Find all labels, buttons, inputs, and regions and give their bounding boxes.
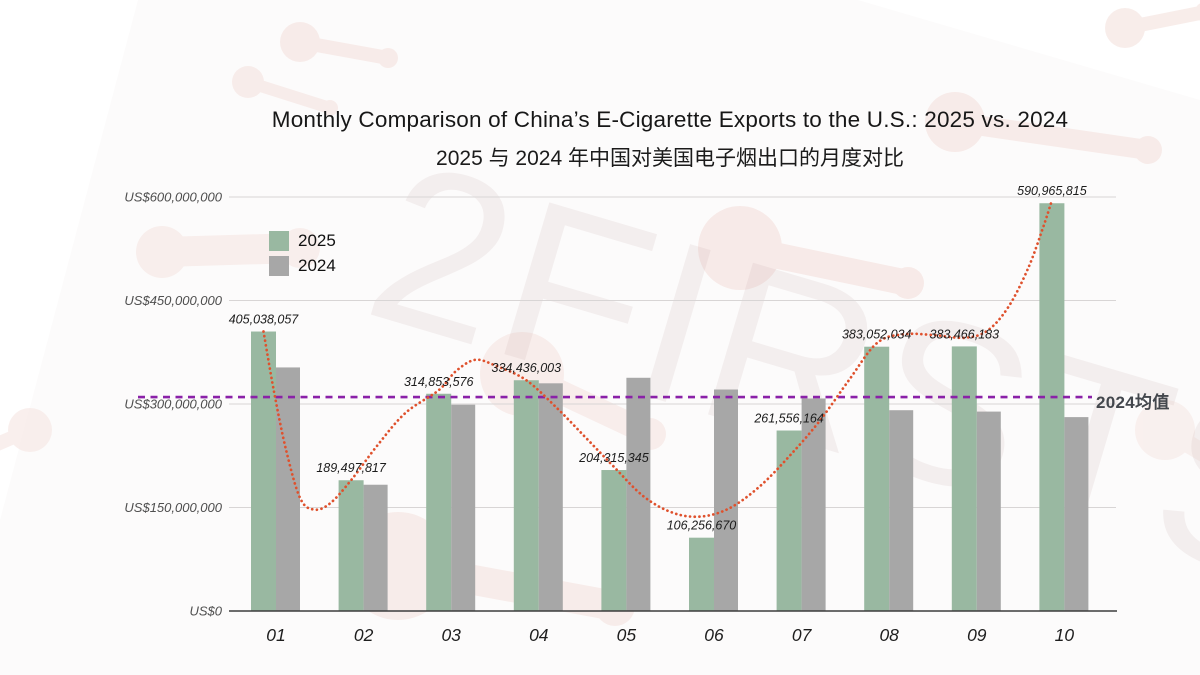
x-axis-month-label: 09 [967, 625, 987, 645]
bar-2024-02 [363, 484, 388, 611]
x-axis-month-label: 06 [704, 625, 724, 645]
x-axis-month-label: 01 [266, 625, 285, 645]
x-axis-month-label: 05 [617, 625, 637, 645]
legend-swatch-2025 [269, 231, 289, 251]
bar-value-label: 383,052,034 [842, 328, 912, 342]
bar-value-label: 204,315,345 [578, 451, 649, 465]
bar-value-label: 590,965,815 [1017, 184, 1087, 198]
bar-2024-07 [801, 398, 826, 611]
x-axis-month-label: 03 [441, 625, 461, 645]
x-axis-month-label: 04 [529, 625, 549, 645]
bar-2025-02 [338, 480, 364, 611]
y-axis-tick-label: US$600,000,000 [124, 190, 222, 205]
title-block: Monthly Comparison of China’s E-Cigarett… [140, 107, 1200, 172]
bar-2025-06 [689, 537, 714, 611]
bar-2024-04 [538, 383, 563, 611]
bar-2025-05 [601, 470, 627, 611]
chart-title: Monthly Comparison of China’s E-Cigarett… [271, 107, 1069, 132]
bar-2025-08 [864, 346, 890, 611]
bar-2024-03 [451, 404, 476, 611]
bar-2025-04 [513, 380, 539, 611]
bar-value-label: 314,853,576 [404, 375, 474, 389]
x-axis-month-label: 10 [1055, 625, 1075, 645]
x-axis-month-label: 08 [879, 625, 899, 645]
bar-value-label: 383,466,183 [930, 327, 1000, 341]
trend-dotted-curve [262, 201, 1053, 519]
legend-swatch-2024 [269, 256, 289, 276]
bar-value-label: 106,256,670 [667, 519, 737, 533]
legend-item-2024: 2024 [269, 256, 336, 276]
bar-value-label: 189,497,817 [316, 461, 387, 475]
legend-label-2024: 2024 [298, 256, 336, 275]
y-axis-tick-label: US$150,000,000 [124, 500, 222, 515]
x-axis-month-label: 07 [792, 625, 813, 645]
bar-value-label: 405,038,057 [229, 313, 300, 327]
legend-label-2025: 2025 [298, 231, 336, 250]
bar-2024-05 [626, 377, 651, 611]
bar-2024-08 [889, 410, 914, 611]
bar-2025-07 [776, 430, 802, 611]
average-line-label: 2024均值 [1096, 393, 1170, 412]
bar-2025-03 [426, 393, 452, 611]
bar-value-label: 261,556,164 [753, 412, 824, 426]
y-axis-tick-label: US$450,000,000 [124, 293, 222, 308]
legend-item-2025: 2025 [269, 231, 336, 251]
bar-2025-01 [251, 331, 276, 611]
y-axis-tick-label: US$0 [189, 604, 222, 619]
bar-value-label: 334,436,003 [492, 361, 562, 375]
bar-2024-10 [1064, 417, 1089, 611]
bar-2025-10 [1039, 203, 1065, 611]
chart-legend: 2025 2024 [269, 231, 336, 276]
bar-2024-09 [976, 411, 1001, 611]
bar-2025-09 [951, 346, 977, 611]
x-axis-month-label: 02 [354, 625, 374, 645]
bar-2024-06 [714, 389, 738, 611]
chart-subtitle-zh: 2025 与 2024 年中国对美国电子烟出口的月度对比 [436, 147, 904, 170]
y-axis-tick-label: US$300,000,000 [124, 397, 222, 412]
